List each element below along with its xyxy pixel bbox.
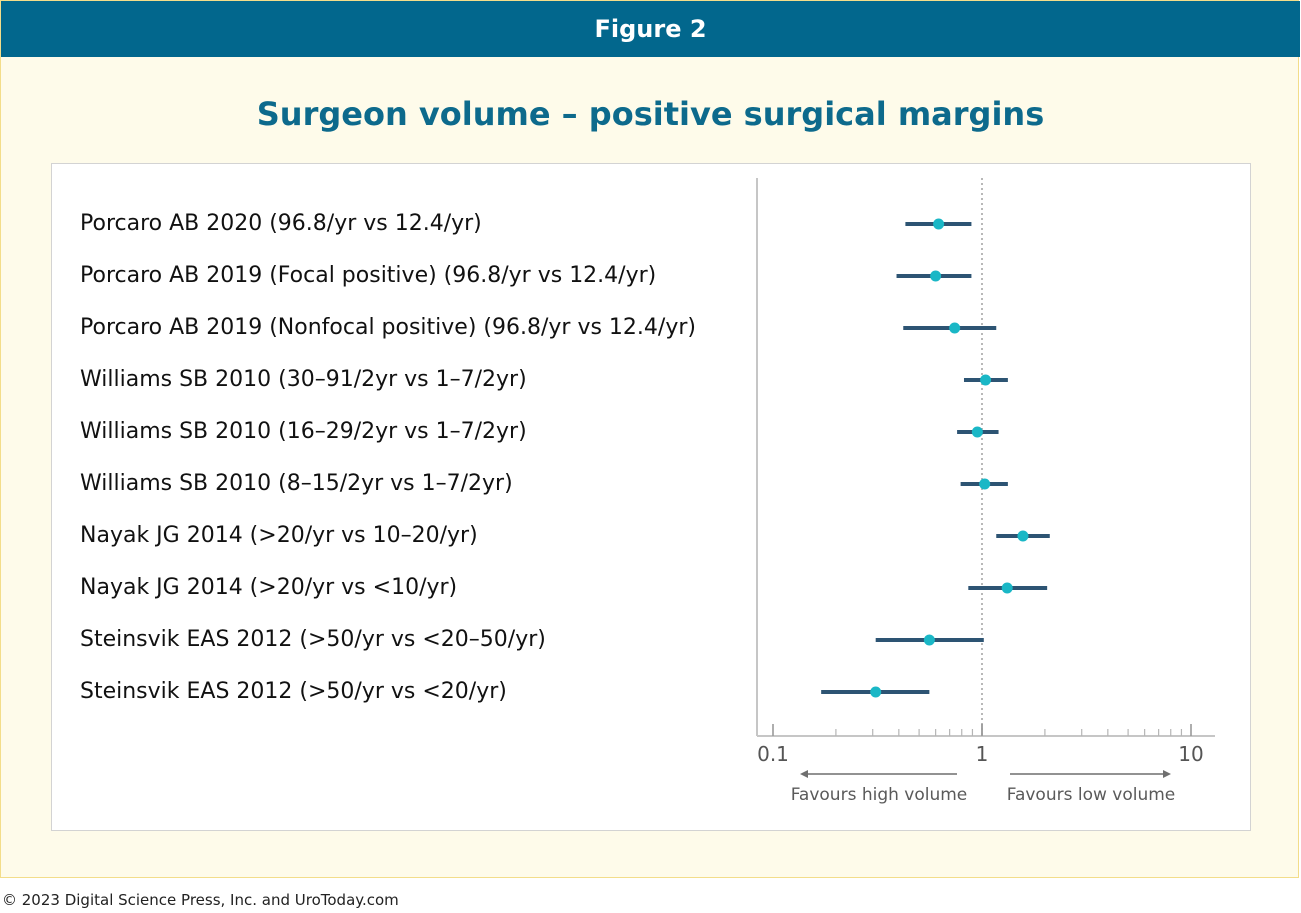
favours-low-volume-label: Favours low volume: [1007, 785, 1176, 805]
x-tick-label: 1: [976, 742, 989, 766]
point-estimate: [1017, 530, 1029, 542]
study-label: Steinsvik EAS 2012 (>50/yr vs <20–50/yr): [80, 627, 546, 652]
x-tick-label: 10: [1178, 742, 1203, 766]
point-estimate: [930, 270, 942, 282]
study-label: Williams SB 2010 (30–91/2yr vs 1–7/2yr): [80, 367, 527, 392]
study-label: Steinsvik EAS 2012 (>50/yr vs <20/yr): [80, 679, 507, 704]
study-label: Williams SB 2010 (8–15/2yr vs 1–7/2yr): [80, 471, 513, 496]
right-arrow-head: [1163, 770, 1171, 778]
point-estimate: [923, 634, 935, 646]
figure-banner: Figure 2: [1, 1, 1300, 57]
favours-high-volume-label: Favours high volume: [791, 785, 968, 805]
study-label: Williams SB 2010 (16–29/2yr vs 1–7/2yr): [80, 419, 527, 444]
study-label: Porcaro AB 2019 (Focal positive) (96.8/y…: [80, 263, 657, 288]
x-tick-label: 0.1: [757, 742, 789, 766]
point-estimate: [949, 322, 961, 334]
study-label: Porcaro AB 2020 (96.8/yr vs 12.4/yr): [80, 211, 482, 236]
left-arrow-head: [800, 770, 808, 778]
point-estimate: [980, 374, 992, 386]
chart-title: Surgeon volume – positive surgical margi…: [256, 95, 1045, 133]
copyright-footer: © 2023 Digital Science Press, Inc. and U…: [2, 891, 399, 909]
point-estimate: [979, 478, 991, 490]
point-estimate: [933, 218, 945, 230]
study-label: Nayak JG 2014 (>20/yr vs 10–20/yr): [80, 523, 478, 548]
forest-plot-panel: [51, 163, 1251, 831]
point-estimate: [870, 686, 882, 698]
study-label: Nayak JG 2014 (>20/yr vs <10/yr): [80, 575, 458, 600]
point-estimate: [971, 426, 983, 438]
point-estimate: [1001, 582, 1013, 594]
study-label: Porcaro AB 2019 (Nonfocal positive) (96.…: [80, 315, 696, 340]
